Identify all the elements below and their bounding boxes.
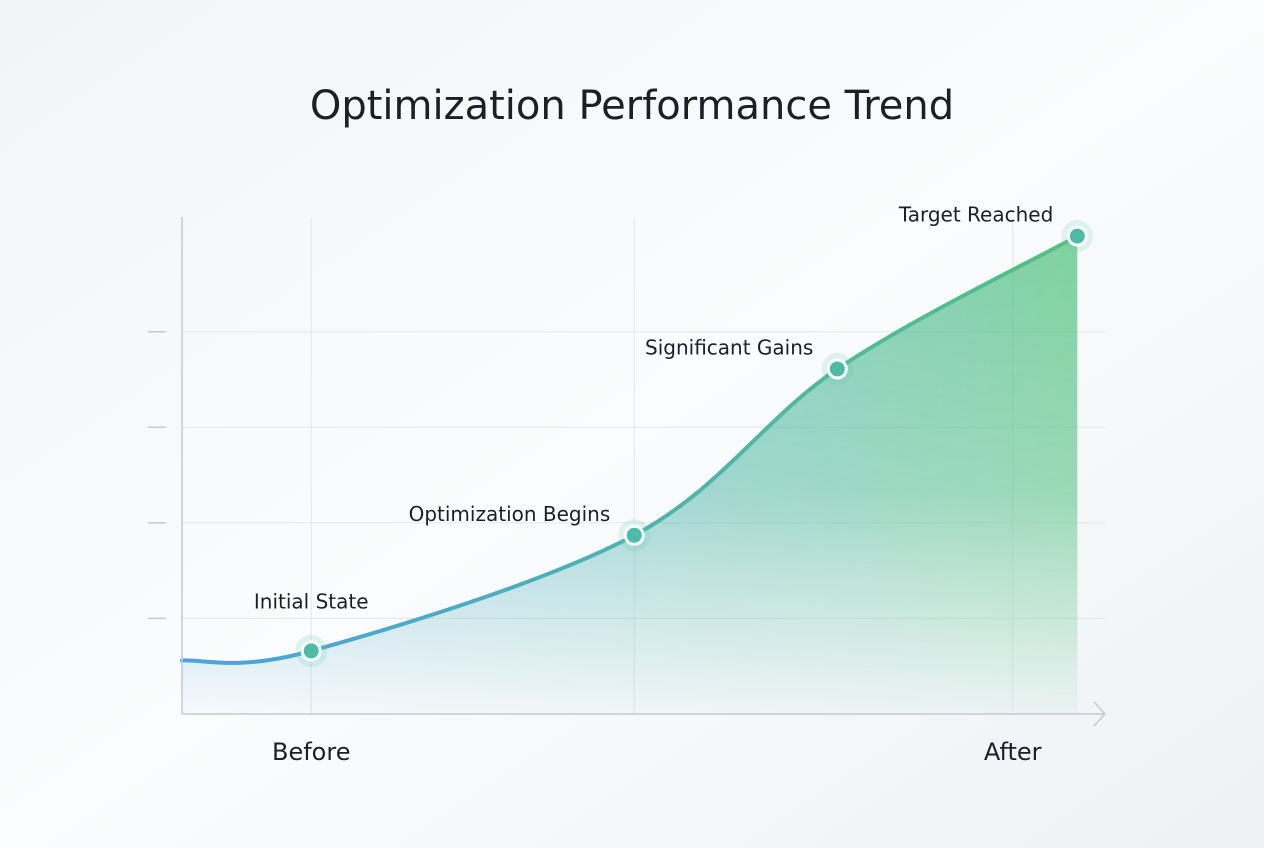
data-point [300, 640, 322, 662]
chart-title: Optimization Performance Trend [310, 83, 954, 129]
annotation: Initial State [254, 589, 369, 613]
x-tick-label: Before [272, 738, 350, 766]
x-axis-arrow [1093, 701, 1107, 727]
annotation: Target Reached [898, 203, 1053, 227]
data-point [623, 524, 645, 546]
annotation: Significant Gains [645, 335, 813, 359]
data-point [826, 358, 848, 380]
annotation: Optimization Begins [409, 502, 611, 526]
area-fill [182, 236, 1078, 714]
x-tick-label: After [984, 738, 1042, 766]
data-point [1066, 225, 1088, 247]
